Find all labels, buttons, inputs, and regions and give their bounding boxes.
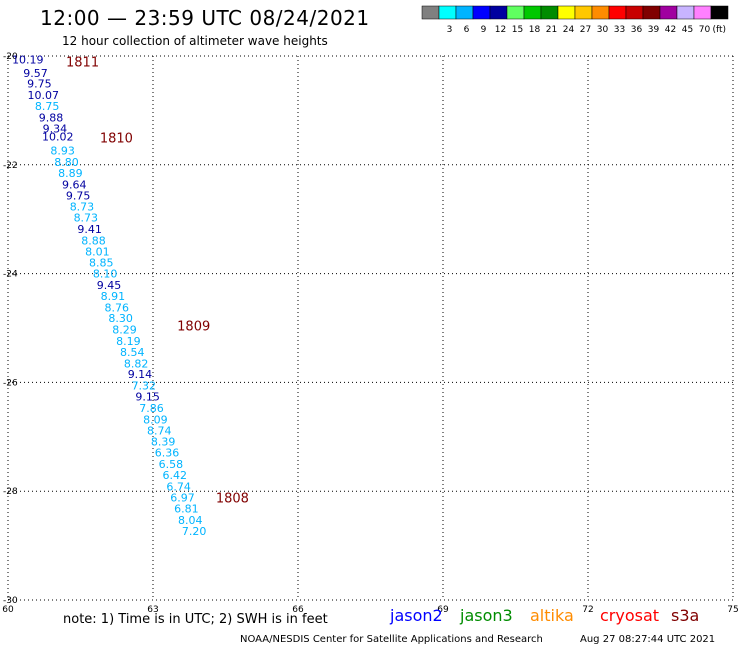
wave-height-label: 8.01: [85, 245, 110, 258]
wave-height-label: 8.88: [81, 234, 106, 247]
satellite-cryosat: cryosat: [600, 606, 660, 625]
x-tick-label: 72: [582, 605, 593, 612]
wave-height-label: 8.89: [58, 167, 83, 180]
credit-line: NOAA/NESDIS Center for Satellite Applica…: [240, 634, 543, 645]
x-tick-label: 63: [147, 605, 158, 612]
generation-timestamp: Aug 27 08:27:44 UTC 2021: [580, 634, 716, 645]
chart-title: 12:00 — 23:59 UTC 08/24/2021: [40, 6, 370, 30]
hour-label: 1811: [66, 55, 99, 70]
legend-label: 18: [529, 25, 541, 35]
legend-label: 27: [580, 25, 591, 35]
wave-height-label: 8.73: [70, 201, 95, 214]
wave-height-label: 9.34: [43, 122, 68, 135]
wave-height-label: 9.14: [128, 368, 153, 381]
wave-height-label: 6.58: [159, 458, 184, 471]
wave-height-label: 9.15: [135, 391, 160, 404]
legend-label: 45: [682, 25, 693, 35]
legend-label: 24: [563, 25, 575, 35]
wave-height-label: 8.10: [93, 268, 118, 281]
wave-height-label: 6.81: [174, 503, 199, 516]
legend-label: 33: [614, 25, 625, 35]
legend-label: 70: [699, 25, 711, 35]
wave-height-label: 7.86: [139, 402, 164, 415]
legend-label: 30: [597, 25, 609, 35]
wave-height-label: 8.54: [120, 346, 145, 359]
y-tick-label: -20: [3, 52, 18, 62]
y-tick-label: -30: [3, 596, 18, 606]
wave-height-label: 6.42: [163, 469, 188, 482]
wave-height-label: 10.07: [28, 89, 60, 102]
color-scale-legend: 3 6 9 12 15 18 21 24 27 30 33 36 39 42 45 70 (ft): [421, 5, 729, 35]
wave-height-label: 8.04: [178, 514, 203, 527]
legend-label: 39: [648, 25, 660, 35]
x-tick-label: 75: [727, 605, 738, 612]
legend-label: 21: [546, 25, 557, 35]
wave-height-label: 8.85: [89, 257, 114, 270]
legend-label: 15: [512, 25, 523, 35]
legend-label: 36: [631, 25, 643, 35]
wave-height-label: 9.45: [97, 279, 122, 292]
satellite-altika: altika: [530, 606, 574, 625]
x-tick-label: 60: [2, 605, 14, 612]
legend-swatch: [710, 5, 729, 20]
legend-label: 42: [665, 25, 676, 35]
footer-note: note: 1) Time is in UTC; 2) SWH is in fe…: [63, 612, 328, 627]
hour-label: 1809: [177, 319, 210, 334]
wave-height-label: 8.93: [50, 145, 75, 158]
hour-label: 1810: [100, 132, 133, 147]
legend-unit-label: (ft): [712, 25, 726, 35]
legend-label: 6: [464, 25, 470, 35]
legend-label: 9: [481, 25, 487, 35]
wave-height-label: 9.88: [39, 111, 64, 124]
wave-height-label: 10.02: [42, 131, 74, 144]
satellite-jason2: jason2: [390, 606, 443, 625]
hour-label: 1808: [216, 492, 249, 507]
wave-height-label: 9.57: [23, 67, 48, 80]
satellite-s3a: s3a: [671, 606, 700, 625]
wave-height-label: 8.76: [105, 301, 130, 314]
wave-height-label: 8.39: [151, 436, 176, 449]
legend-label: 3: [447, 25, 453, 35]
wave-height-label: 8.80: [54, 156, 79, 169]
wave-height-label: 10.19: [12, 53, 44, 66]
y-tick-label: -24: [3, 270, 18, 280]
wave-height-label: 6.36: [155, 447, 180, 460]
x-tick-label: 69: [437, 605, 449, 612]
wave-height-label: 9.75: [27, 78, 52, 91]
wave-height-label: 6.97: [170, 492, 195, 505]
wave-height-label: 8.82: [124, 357, 149, 370]
wave-height-label: 8.29: [112, 324, 137, 337]
wave-height-label: 7.20: [182, 525, 207, 538]
wave-height-label: 7.32: [132, 380, 157, 393]
y-tick-label: -26: [3, 378, 18, 388]
chart-subtitle: 12 hour collection of altimeter wave hei…: [62, 34, 328, 48]
wave-height-label: 9.75: [66, 189, 91, 202]
wave-height-label: 8.09: [143, 413, 168, 426]
wave-height-plot: 60 63 66 69 72 75-20-22-24-26-28-3010.199.579…: [2, 52, 738, 612]
y-tick-label: -28: [3, 487, 18, 497]
wave-height-label: 8.19: [116, 335, 141, 348]
wave-height-label: 8.30: [108, 312, 133, 325]
wave-height-label: 9.64: [62, 178, 87, 191]
satellite-jason3: jason3: [460, 606, 513, 625]
wave-height-label: 6.74: [166, 480, 191, 493]
wave-height-label: 8.74: [147, 424, 172, 437]
y-tick-label: -22: [3, 161, 18, 171]
wave-height-label: 8.75: [35, 100, 60, 113]
wave-height-label: 9.41: [77, 223, 102, 236]
wave-height-label: 8.73: [74, 212, 99, 225]
x-tick-label: 66: [292, 605, 304, 612]
wave-height-label: 8.91: [101, 290, 126, 303]
legend-label: 12: [495, 25, 506, 35]
